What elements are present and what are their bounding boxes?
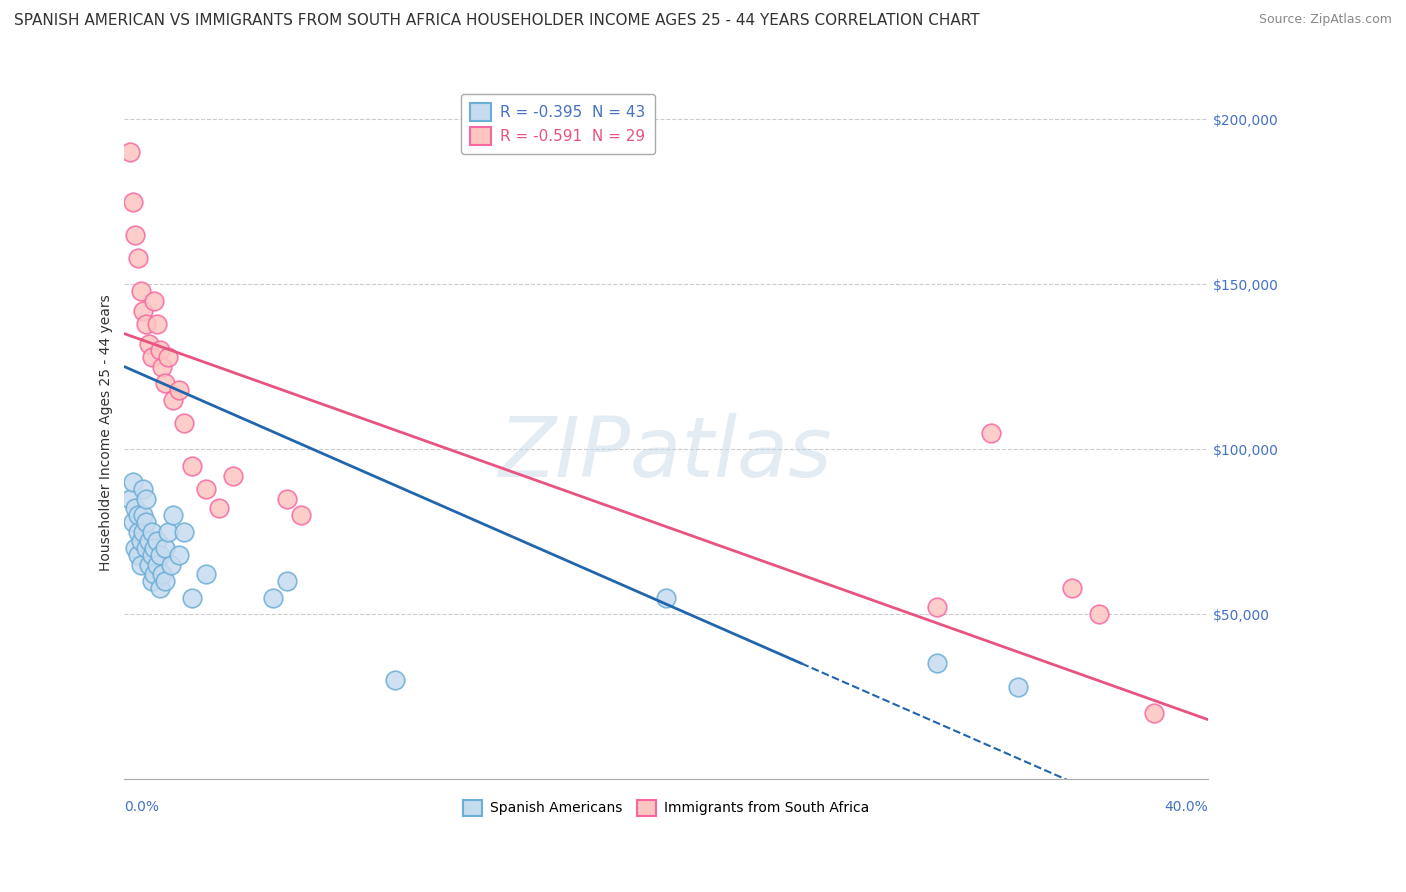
Point (153, 541, 176, 555)
Point (925, 600, 948, 615)
Point (384, 673, 406, 687)
Point (143, 567, 166, 582)
Point (121, 475, 143, 489)
Point (167, 383, 190, 397)
Point (173, 524, 195, 539)
Legend: Spanish Americans, Immigrants from South Africa: Spanish Americans, Immigrants from South… (454, 791, 877, 824)
Point (132, 303, 155, 318)
Point (150, 359, 173, 374)
Point (149, 581, 172, 595)
Point (132, 524, 155, 539)
Point (129, 534, 152, 549)
Point (290, 508, 312, 522)
Text: 0.0%: 0.0% (125, 800, 159, 814)
Point (135, 541, 157, 555)
Point (127, 508, 149, 522)
Point (118, 145, 141, 160)
Point (1142, 706, 1164, 720)
Point (129, 558, 152, 572)
Point (129, 284, 152, 298)
Point (127, 524, 149, 539)
Text: SPANISH AMERICAN VS IMMIGRANTS FROM SOUTH AFRICA HOUSEHOLDER INCOME AGES 25 - 44: SPANISH AMERICAN VS IMMIGRANTS FROM SOUT… (14, 13, 980, 29)
Text: 40.0%: 40.0% (1164, 800, 1208, 814)
Point (138, 558, 160, 572)
Point (181, 591, 204, 605)
Point (143, 541, 166, 555)
Point (156, 350, 179, 364)
Point (127, 548, 149, 562)
Y-axis label: Householder Income Ages 25 - 44 years: Householder Income Ages 25 - 44 years (100, 294, 114, 571)
Point (262, 591, 284, 605)
Point (167, 548, 190, 562)
Point (1007, 680, 1029, 694)
Point (132, 482, 155, 496)
Point (149, 548, 172, 562)
Point (146, 534, 169, 549)
Point (138, 336, 160, 351)
Point (141, 548, 163, 562)
Point (1088, 607, 1111, 621)
Point (149, 343, 172, 358)
Point (162, 508, 184, 522)
Point (141, 524, 163, 539)
Point (153, 376, 176, 391)
Point (194, 567, 217, 582)
Point (194, 482, 217, 496)
Point (222, 468, 245, 483)
Point (173, 416, 195, 430)
Point (980, 425, 1002, 440)
Point (150, 567, 173, 582)
Point (121, 515, 143, 529)
Point (118, 491, 141, 506)
Point (124, 501, 146, 516)
Point (141, 350, 163, 364)
Point (143, 293, 166, 308)
Point (153, 574, 176, 588)
Text: ZIPatlas: ZIPatlas (499, 413, 832, 494)
Point (159, 558, 181, 572)
Point (276, 574, 298, 588)
Point (181, 458, 204, 473)
Point (135, 515, 157, 529)
Point (135, 317, 157, 331)
Point (1062, 581, 1084, 595)
Point (124, 227, 146, 242)
Point (146, 317, 169, 331)
Text: Source: ZipAtlas.com: Source: ZipAtlas.com (1258, 13, 1392, 27)
Point (121, 194, 143, 209)
Point (146, 558, 169, 572)
Point (276, 491, 298, 506)
Point (141, 574, 163, 588)
Point (162, 392, 184, 407)
Point (138, 534, 160, 549)
Point (208, 501, 231, 516)
Point (124, 541, 146, 555)
Point (127, 251, 149, 265)
Point (655, 591, 678, 605)
Point (925, 657, 948, 671)
Point (156, 524, 179, 539)
Point (132, 508, 155, 522)
Point (135, 491, 157, 506)
